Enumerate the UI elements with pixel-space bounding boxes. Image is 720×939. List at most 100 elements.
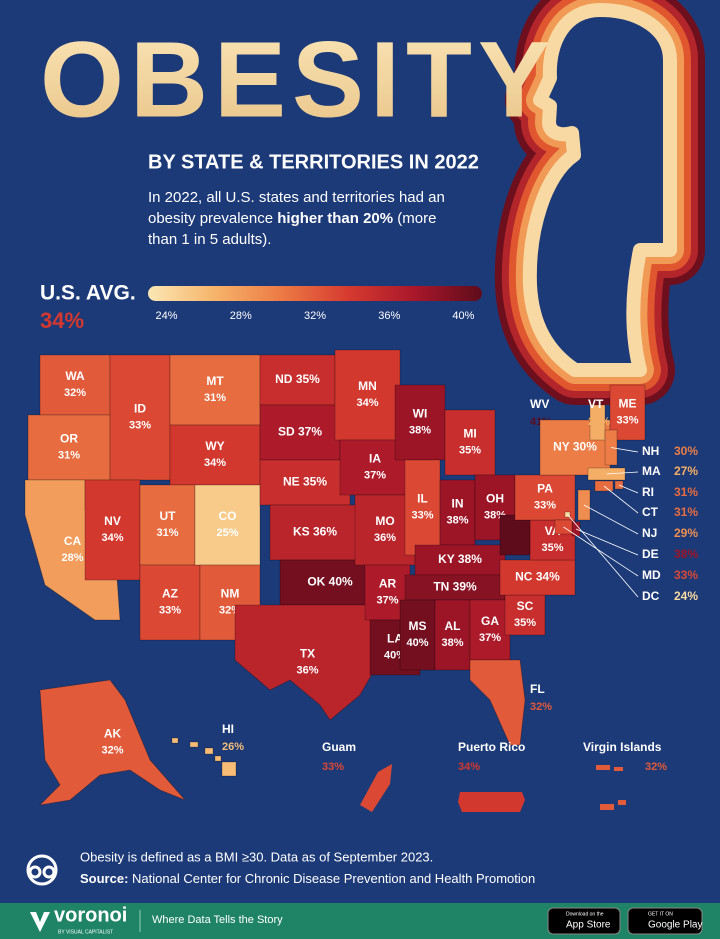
state-value: 34% bbox=[536, 570, 560, 584]
state bbox=[139, 484, 196, 566]
state-name: NY bbox=[553, 440, 570, 454]
state-label: OK 40% bbox=[307, 575, 353, 589]
state-label: MA bbox=[642, 464, 661, 478]
state-value: 30% bbox=[674, 444, 698, 458]
state-label: HI bbox=[222, 722, 234, 736]
legend-tick-label: 28% bbox=[230, 310, 252, 322]
state-label: WY bbox=[205, 439, 224, 453]
state bbox=[139, 564, 201, 641]
state-label: MI bbox=[463, 427, 476, 441]
leader-line bbox=[610, 447, 639, 453]
state-value: 28% bbox=[61, 552, 83, 564]
state-label: IA bbox=[369, 452, 381, 466]
state-value: 37% bbox=[479, 632, 501, 644]
google-play-top: GET IT ON bbox=[648, 911, 673, 917]
state-value: 25% bbox=[216, 527, 238, 539]
state bbox=[394, 384, 446, 461]
state-label: MT bbox=[206, 374, 224, 388]
state bbox=[84, 479, 141, 581]
state-label: MD bbox=[642, 568, 661, 582]
subtitle: BY STATE & TERRITORIES IN 2022 bbox=[148, 151, 479, 173]
state-label: VT bbox=[588, 397, 604, 411]
state bbox=[169, 424, 261, 486]
state bbox=[404, 459, 441, 556]
state-value: 31% bbox=[674, 485, 698, 499]
state-label: NE 35% bbox=[283, 475, 327, 489]
state-label: AK bbox=[104, 727, 122, 741]
state-value: 33% bbox=[159, 604, 181, 616]
silhouette bbox=[494, 0, 705, 405]
state-label: CT bbox=[642, 505, 659, 519]
state bbox=[169, 354, 261, 426]
state-label: UT bbox=[160, 509, 177, 523]
brand-name: voronoi bbox=[54, 904, 127, 926]
state-value: 35% bbox=[541, 542, 563, 554]
state-name: TN bbox=[433, 580, 449, 594]
state bbox=[171, 737, 237, 777]
leader-line bbox=[563, 526, 639, 577]
state-value: 27% bbox=[674, 464, 698, 478]
footer-source: Source: National Center for Chronic Dise… bbox=[80, 871, 535, 886]
state-name: ND bbox=[275, 372, 293, 386]
legend-tick-label: 24% bbox=[156, 310, 178, 322]
app-store-button[interactable] bbox=[547, 907, 621, 935]
state-value: 40% bbox=[406, 637, 428, 649]
state-value: 37% bbox=[364, 469, 386, 481]
state-label: SD 37% bbox=[278, 425, 322, 439]
footer-icon bbox=[26, 854, 58, 886]
state-label: KY 38% bbox=[438, 552, 482, 566]
state bbox=[444, 409, 496, 476]
state-value: 35% bbox=[514, 617, 536, 629]
google-play-label: Google Play bbox=[648, 920, 702, 931]
state-label: OR bbox=[60, 432, 78, 446]
state-value: 32% bbox=[101, 744, 123, 756]
state-label: MN bbox=[358, 379, 377, 393]
description-emphasis: higher than 20% bbox=[277, 210, 394, 227]
state bbox=[27, 414, 111, 481]
state-value: 39% bbox=[453, 580, 477, 594]
description-text: In 2022, all U.S. states and territories… bbox=[148, 189, 445, 227]
description: In 2022, all U.S. states and territories… bbox=[148, 187, 448, 250]
state-label: IN bbox=[452, 497, 464, 511]
territory bbox=[360, 764, 392, 812]
state-label: CA bbox=[64, 534, 82, 548]
state bbox=[109, 354, 171, 481]
state-value: 26% bbox=[222, 741, 244, 753]
state-value: 38% bbox=[458, 552, 482, 566]
leader-line bbox=[603, 485, 639, 514]
state-label: OH bbox=[486, 492, 504, 506]
state-label: FL bbox=[530, 682, 545, 696]
legend-title: U.S. AVG. bbox=[40, 282, 136, 305]
state-value: 34% bbox=[204, 457, 226, 469]
state-label: AZ bbox=[162, 587, 178, 601]
description-text: (more than 1 in 5 adults). bbox=[148, 210, 437, 248]
state-label: NM bbox=[221, 587, 240, 601]
territory-value: 32% bbox=[645, 761, 667, 773]
state bbox=[469, 659, 526, 746]
state bbox=[609, 384, 646, 441]
state-label: MS bbox=[409, 619, 427, 633]
state-value: 31% bbox=[674, 505, 698, 519]
state-label: ME bbox=[619, 397, 637, 411]
state-label: NJ bbox=[642, 526, 657, 540]
state-value: 29% bbox=[674, 526, 698, 540]
state-value: 33% bbox=[411, 509, 433, 521]
state-value: 31% bbox=[204, 392, 226, 404]
google-play-button[interactable] bbox=[627, 907, 703, 935]
state-label: AR bbox=[379, 577, 397, 591]
territory bbox=[596, 765, 626, 810]
state bbox=[194, 484, 261, 566]
state bbox=[499, 514, 531, 556]
state-value: 40% bbox=[329, 575, 353, 589]
state-value: 27% bbox=[588, 416, 610, 428]
legend-tick-label: 40% bbox=[452, 310, 474, 322]
state-name: OK bbox=[307, 575, 325, 589]
brand-byline: BY VISUAL CAPITALIST bbox=[58, 929, 113, 935]
legend-tick-label: 32% bbox=[304, 310, 326, 322]
state-label: NY 30% bbox=[553, 440, 597, 454]
state-label: PA bbox=[537, 482, 553, 496]
state-value: 36% bbox=[313, 525, 337, 539]
state bbox=[39, 354, 111, 416]
